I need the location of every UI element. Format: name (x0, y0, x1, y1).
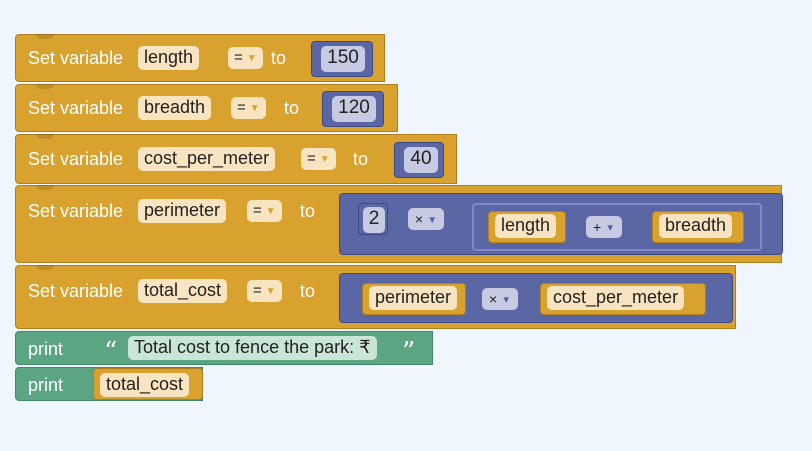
variable-block-perimeter[interactable]: perimeter (362, 283, 466, 315)
open-quote-icon: “ (104, 337, 118, 367)
add-operator-dropdown[interactable]: + ▼ (586, 216, 623, 238)
variable-field-perimeter[interactable]: perimeter (369, 286, 458, 310)
variable-dropdown-perimeter[interactable]: perimeter (138, 199, 227, 223)
print-label: print (28, 339, 64, 359)
multiply-block[interactable]: perimeter × ▼ cost_per_meter (339, 273, 733, 323)
set-variable-block-breadth[interactable]: Set variable breadth = ▼ to 120 (15, 84, 398, 132)
to-label: to (271, 48, 287, 68)
operator-dropdown[interactable]: = ▼ (301, 148, 336, 170)
number-field-120[interactable]: 120 (332, 96, 376, 122)
to-label: to (284, 98, 300, 118)
set-variable-block-length[interactable]: Set variable length = ▼ to 150 (15, 34, 385, 82)
print-label: print (28, 375, 64, 395)
number-block[interactable]: 2 (358, 203, 388, 235)
variable-field-length[interactable]: length (495, 214, 557, 238)
set-variable-block-perimeter[interactable]: Set variable perimeter = ▼ to 2 × ▼ length… (15, 185, 783, 263)
set-variable-label: Set variable (28, 48, 124, 68)
to-label: to (300, 281, 316, 301)
number-block[interactable]: 150 (311, 41, 373, 77)
multiply-operator-dropdown[interactable]: × ▼ (408, 208, 445, 230)
multiply-operator-dropdown[interactable]: × ▼ (482, 288, 519, 310)
set-variable-label: Set variable (28, 98, 124, 118)
variable-block-length[interactable]: length (488, 211, 566, 243)
text-field[interactable]: Total cost to fence the park: ₹ (128, 336, 377, 360)
close-quote-icon: ” (402, 337, 416, 367)
operator-dropdown[interactable]: = ▼ (247, 200, 282, 222)
set-variable-label: Set variable (28, 281, 124, 301)
variable-block-breadth[interactable]: breadth (652, 211, 744, 243)
set-variable-block-cost-per-meter[interactable]: Set variable cost_per_meter = ▼ to 40 (15, 134, 457, 184)
chevron-down-icon: ▼ (249, 103, 260, 114)
chevron-down-icon: ▼ (265, 286, 276, 297)
variable-block-total-cost[interactable]: total_cost (93, 368, 203, 400)
chevron-down-icon: ▼ (501, 295, 512, 306)
operator-dropdown[interactable]: = ▼ (247, 280, 282, 302)
number-field-40[interactable]: 40 (404, 147, 438, 173)
print-block-variable[interactable]: print total_cost (15, 367, 203, 401)
set-variable-block-total-cost[interactable]: Set variable total_cost = ▼ to perimeter … (15, 265, 736, 329)
to-label: to (300, 201, 316, 221)
print-block-text[interactable]: print “ Total cost to fence the park: ₹ … (15, 331, 433, 365)
variable-field-total-cost[interactable]: total_cost (100, 373, 190, 397)
add-block[interactable]: length + ▼ breadth (472, 203, 762, 251)
variable-field-breadth[interactable]: breadth (659, 214, 733, 238)
variable-dropdown-breadth[interactable]: breadth (138, 96, 212, 120)
operator-dropdown[interactable]: = ▼ (231, 97, 266, 119)
chevron-down-icon: ▼ (605, 223, 616, 234)
set-variable-label: Set variable (28, 201, 124, 221)
to-label: to (353, 149, 369, 169)
operator-dropdown[interactable]: = ▼ (228, 47, 263, 69)
variable-dropdown-cost-per-meter[interactable]: cost_per_meter (138, 147, 276, 171)
number-block[interactable]: 120 (322, 91, 384, 127)
number-field-150[interactable]: 150 (321, 46, 365, 72)
chevron-down-icon: ▼ (265, 206, 276, 217)
set-variable-label: Set variable (28, 149, 124, 169)
chevron-down-icon: ▼ (246, 53, 257, 64)
variable-block-cost-per-meter[interactable]: cost_per_meter (540, 283, 706, 315)
chevron-down-icon: ▼ (427, 215, 438, 226)
variable-dropdown-length[interactable]: length (138, 46, 200, 70)
chevron-down-icon: ▼ (319, 154, 330, 165)
number-block[interactable]: 40 (394, 142, 444, 178)
number-field-2[interactable]: 2 (363, 207, 385, 233)
variable-field-cost-per-meter[interactable]: cost_per_meter (547, 286, 685, 310)
multiply-block[interactable]: 2 × ▼ length + ▼ breadth (339, 193, 783, 255)
variable-dropdown-total-cost[interactable]: total_cost (138, 279, 228, 303)
